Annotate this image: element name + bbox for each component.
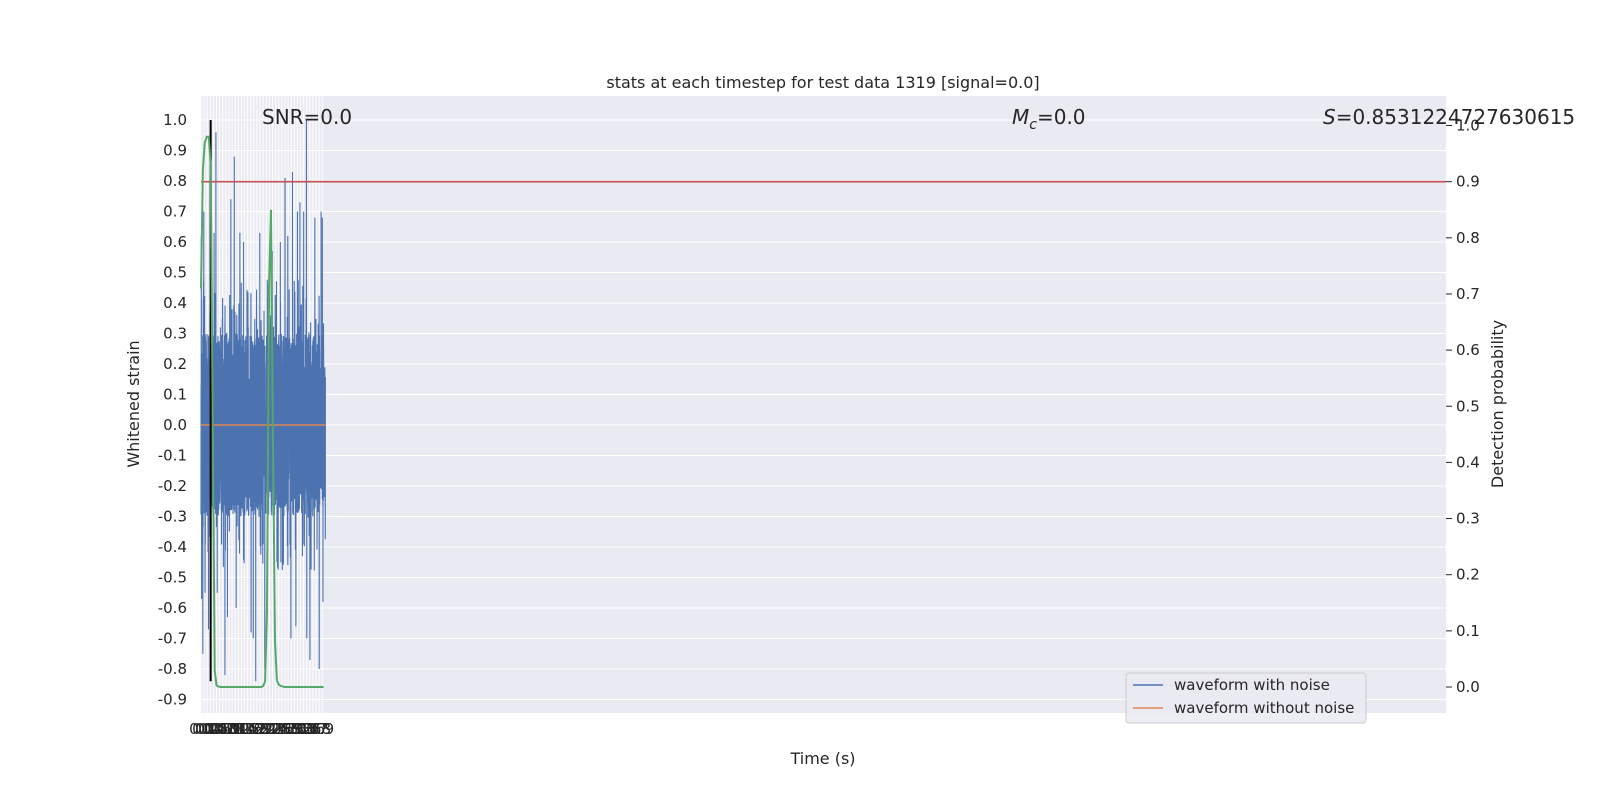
y2-tick-label: 0.9	[1456, 173, 1480, 191]
waveform-with-noise-line	[200, 119, 326, 682]
y2-tick-label: 0.1	[1456, 622, 1480, 640]
x-tick-label: 0.7	[211, 720, 235, 738]
legend: waveform with noise waveform without noi…	[1125, 672, 1367, 724]
y2-axis-ticks: 1.0 0.9 0.8 0.7 0.6 0.5 0.4 0.3 0.2 0.1 0.0	[1446, 117, 1480, 696]
x-tick-label: 2.0	[251, 720, 275, 738]
y-tick-label: -0.4	[158, 538, 187, 556]
x-tick-label: 2.4	[264, 720, 288, 738]
y-tick-label: 0.0	[163, 416, 187, 434]
x-tick-label: 0.1	[192, 720, 216, 738]
y-tick-label: -0.5	[158, 569, 187, 587]
y2-tick-label: 0.6	[1456, 341, 1480, 359]
y2-tick-label: 1.0	[1456, 117, 1480, 135]
y-tick-label: 0.3	[163, 325, 187, 343]
plot-background	[201, 96, 1446, 713]
chirp-mass-annotation: Mc=0.0	[1012, 105, 1086, 133]
y2-tick-label: 0.5	[1456, 397, 1480, 415]
y2-axis-label: Detection probability	[1488, 320, 1507, 488]
y-tick-label: -0.8	[158, 660, 187, 678]
y2-tick-label: 0.4	[1456, 453, 1480, 471]
y-tick-label: 0.9	[163, 142, 187, 160]
y-tick-label: 0.6	[163, 233, 187, 251]
y-tick-label: 0.5	[163, 264, 187, 282]
x-tick-label: 0.5	[205, 720, 229, 738]
x-tick-label: 0.0	[189, 720, 213, 738]
y-axis-ticks: 1.0 0.9 0.8 0.7 0.6 0.5 0.4 0.3 0.2 0.1 0.0 -0.1 -0.…	[158, 111, 187, 709]
waveform-with-noise-series	[200, 119, 326, 682]
y-tick-label: -0.1	[158, 447, 187, 465]
x-tick-label: 1.4	[233, 720, 257, 738]
x-axis-ticks: 0.00.10.20.30.40.50.60.70.80.91.01.11.21…	[189, 720, 334, 738]
y2-tick-label: 0.8	[1456, 229, 1480, 247]
x-tick-label: 3.0	[282, 720, 306, 738]
x-tick-label: 0.8	[214, 720, 238, 738]
x-tick-label: 2.8	[276, 720, 300, 738]
x-tick-label: 0.3	[198, 720, 222, 738]
y-tick-label: 0.1	[163, 386, 187, 404]
x-tick-label: 1.0	[220, 720, 244, 738]
x-tick-label: 0.2	[195, 720, 219, 738]
x-tick-label: 1.1	[223, 720, 247, 738]
y-tick-label: -0.3	[158, 508, 187, 526]
x-tick-label: 3.2	[289, 720, 313, 738]
x-tick-label: 3.8	[307, 720, 331, 738]
x-axis-label: Time (s)	[789, 749, 855, 768]
chart-title: stats at each timestep for test data 131…	[606, 73, 1039, 92]
x-tick-label: 0.6	[208, 720, 232, 738]
x-tick-label: 1.2	[226, 720, 250, 738]
y-tick-label: 0.4	[163, 294, 187, 312]
y-tick-label: -0.9	[158, 691, 187, 709]
x-tick-label: 2.3	[261, 720, 285, 738]
y2-tick-label: 0.3	[1456, 510, 1480, 528]
x-tick-label: 3.7	[304, 720, 328, 738]
legend-box	[1125, 672, 1367, 724]
detection-probability-series	[200, 135, 324, 688]
x-tick-label: 3.5	[298, 720, 322, 738]
x-tick-label: 2.6	[270, 720, 294, 738]
y-tick-label: -0.7	[158, 630, 187, 648]
x-tick-label: 2.5	[267, 720, 291, 738]
x-tick-label: 2.2	[257, 720, 281, 738]
x-tick-label: 1.9	[248, 720, 272, 738]
x-tick-label: 2.7	[273, 720, 297, 738]
score-annotation: S=0.8531224727630615	[1323, 105, 1575, 129]
y-tick-label: 0.2	[163, 355, 187, 373]
x-tick-label: 3.6	[301, 720, 325, 738]
y-axis-label: Whitened strain	[124, 340, 143, 467]
x-tick-label: 3.9	[310, 720, 334, 738]
legend-label-clean: waveform without noise	[1174, 699, 1354, 717]
y-tick-label: 0.8	[163, 172, 187, 190]
y2-tick-label: 0.7	[1456, 285, 1480, 303]
x-tick-label: 0.9	[217, 720, 241, 738]
y-tick-label: -0.6	[158, 599, 187, 617]
y-tick-label: -0.2	[158, 477, 187, 495]
y2-tick-label: 0.0	[1456, 678, 1480, 696]
x-tick-label: 3.3	[292, 720, 316, 738]
y-tick-label: 1.0	[163, 111, 187, 129]
snr-annotation: SNR=0.0	[262, 105, 352, 129]
x-tick-label: 1.8	[245, 720, 269, 738]
x-tick-label: 1.6	[239, 720, 263, 738]
x-tick-label: 3.1	[285, 720, 309, 738]
x-tick-label: 1.5	[236, 720, 260, 738]
x-tick-label: 1.3	[230, 720, 254, 738]
y2-tick-label: 0.2	[1456, 566, 1480, 584]
x-tick-label: 1.7	[242, 720, 266, 738]
detection-probability-line	[200, 135, 324, 688]
y-tick-label: 0.7	[163, 203, 187, 221]
legend-label-noise: waveform with noise	[1174, 676, 1330, 694]
x-tick-label: 0.4	[202, 720, 226, 738]
x-tick-label: 2.1	[254, 720, 278, 738]
x-tick-label: 3.4	[295, 720, 319, 738]
x-tick-label: 2.9	[279, 720, 303, 738]
